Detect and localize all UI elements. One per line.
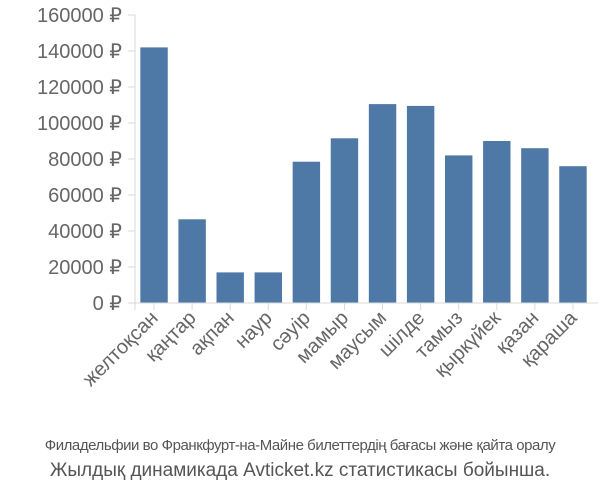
bars bbox=[140, 47, 587, 304]
y-tick-label: 100000 ₽ bbox=[37, 113, 122, 135]
y-axis: 0 ₽ 20000 ₽ 40000 ₽ 60000 ₽ 80000 ₽ 100000 ₽ 1… bbox=[37, 5, 136, 315]
bar bbox=[178, 219, 206, 303]
y-tick-label: 120000 ₽ bbox=[37, 77, 122, 99]
bar bbox=[483, 141, 511, 303]
bar bbox=[521, 148, 549, 303]
bar bbox=[254, 272, 283, 303]
bar bbox=[140, 47, 168, 304]
chart-caption-line-1: Филадельфии во Франкфурт-на-Майне билетт… bbox=[44, 437, 556, 454]
x-tick-label: наур bbox=[231, 307, 277, 353]
bar-chart: 0 ₽ 20000 ₽ 40000 ₽ 60000 ₽ 80000 ₽ 100000 ₽ 1… bbox=[37, 5, 598, 391]
y-tick-label: 20000 ₽ bbox=[48, 257, 122, 279]
y-tick-label: 40000 ₽ bbox=[48, 221, 122, 243]
y-tick-label: 80000 ₽ bbox=[48, 149, 122, 171]
x-axis: желтоқсанқаңтарақпаннаурсәуірмамырмаусым… bbox=[79, 302, 598, 391]
chart-caption-line-2: Жылдық динамикада Avticket.kz статистика… bbox=[49, 460, 551, 481]
y-tick-label: 160000 ₽ bbox=[37, 5, 122, 27]
bar bbox=[559, 166, 587, 303]
bar bbox=[292, 161, 321, 303]
bar bbox=[330, 138, 359, 303]
y-tick-label: 140000 ₽ bbox=[37, 41, 122, 63]
bar bbox=[406, 105, 435, 304]
y-tick-label: 60000 ₽ bbox=[48, 185, 122, 207]
bar bbox=[444, 155, 473, 303]
x-tick-label: ақпан bbox=[186, 307, 239, 360]
bar bbox=[368, 104, 397, 303]
bar bbox=[216, 272, 244, 303]
y-tick-label: 0 ₽ bbox=[93, 293, 123, 315]
